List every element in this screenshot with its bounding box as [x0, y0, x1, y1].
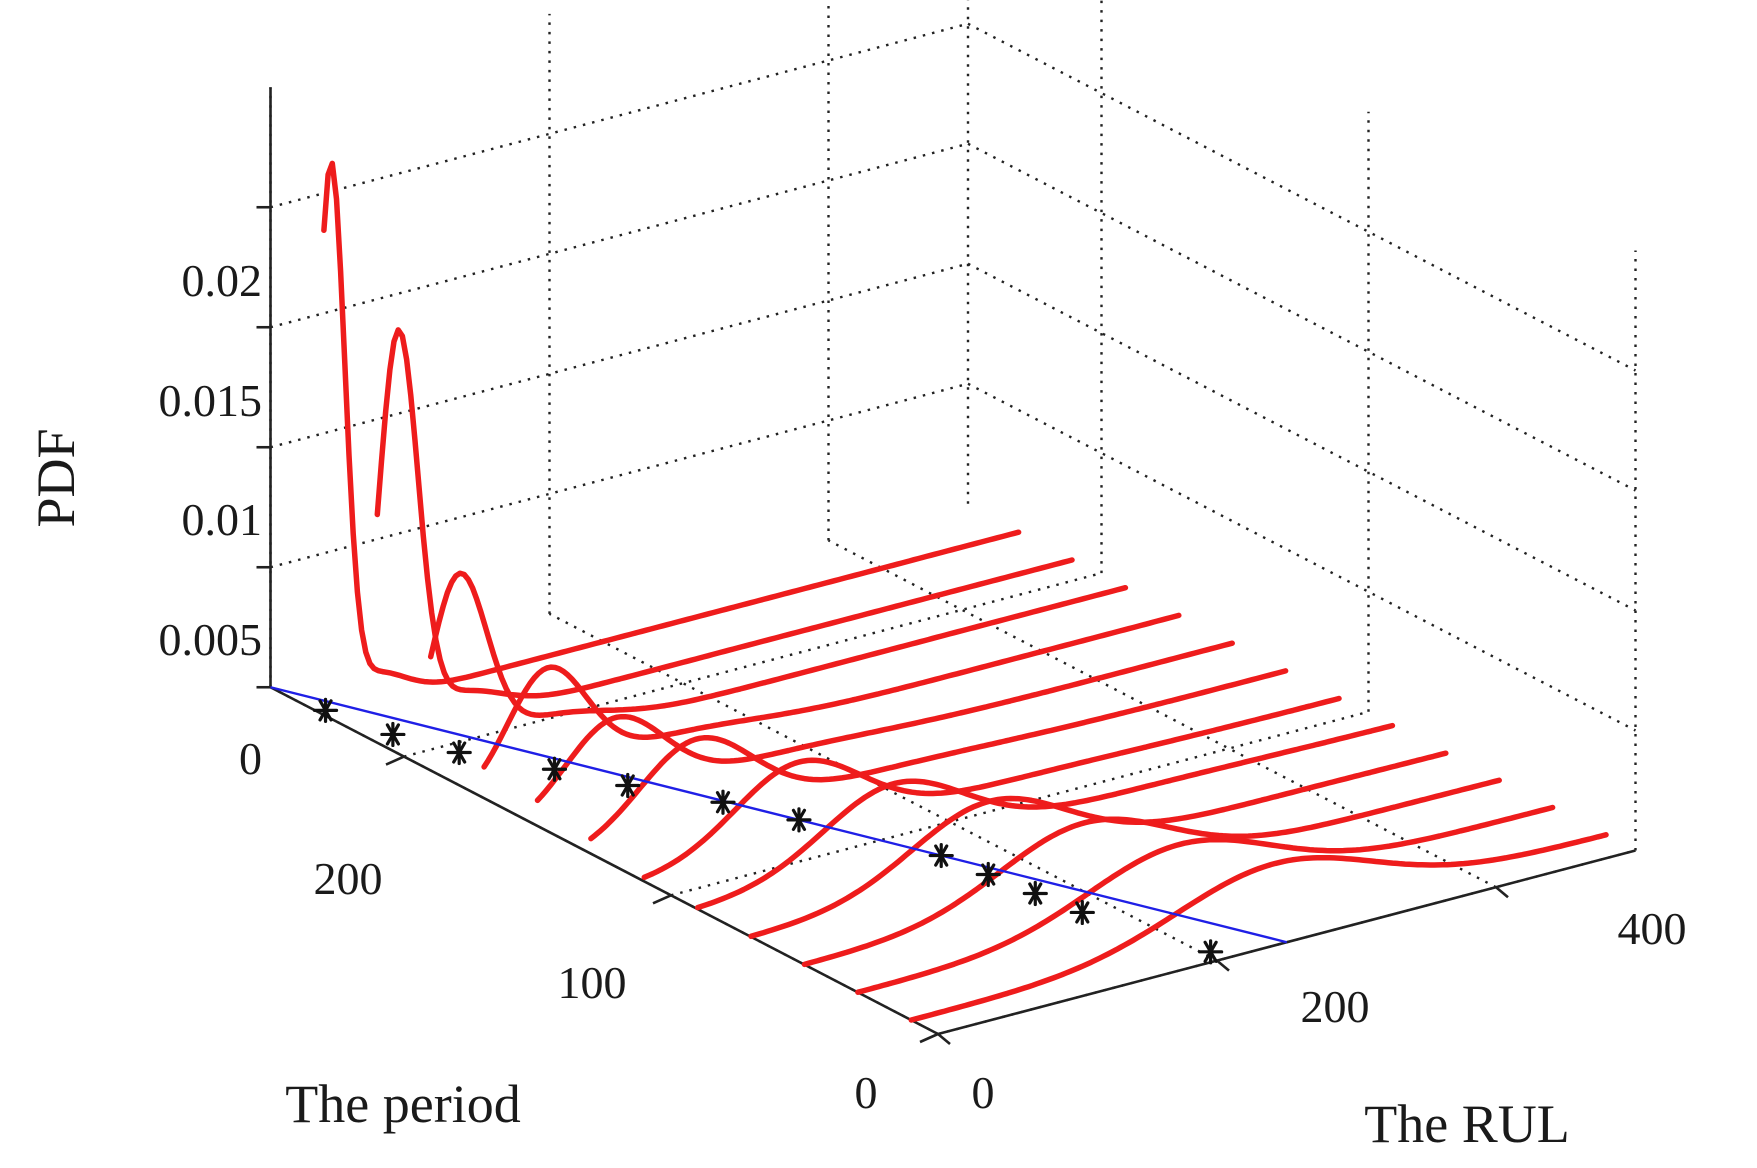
actual-rul-markers: [270, 686, 1288, 965]
pdf-curve-6: [641, 695, 1342, 881]
grid: [269, 0, 1637, 1036]
y-tick-0: [919, 1032, 939, 1044]
x-tick-2: [1495, 886, 1509, 899]
pdf-curve-1: [374, 327, 1075, 699]
pdf-curves: [321, 160, 1609, 1023]
grid-line-z-right-1: [967, 382, 1637, 732]
actual-rul-line: [270, 686, 1288, 944]
y-axis-label: The period: [285, 1074, 520, 1134]
actual-rul-marker-10: [1069, 899, 1095, 926]
pdf-curve-4: [534, 640, 1235, 804]
y-tick-1: [652, 894, 672, 905]
actual-rul-marker-3: [541, 756, 568, 782]
pdf-curve-3: [481, 612, 1182, 770]
pdf-curve-7: [694, 722, 1396, 911]
z-tick-label-1: 0.005: [159, 614, 263, 665]
grid-line-z-back-3: [270, 142, 969, 329]
pdf-curve-11: [908, 832, 1609, 1023]
tick-labels: 0 0.005 0.01 0.015 0.02 200 100 0 0 200 …: [159, 255, 1687, 1118]
grid-line-z-right-3: [967, 142, 1637, 492]
grid-line-floor-rul-1: [548, 612, 1218, 962]
grid-line-z-back-1: [270, 382, 969, 569]
z-tick-label-0: 0: [239, 733, 262, 784]
z-tick-label-4: 0.02: [182, 255, 263, 306]
z-axis-label: PDF: [26, 428, 86, 527]
y-tick-2: [385, 755, 405, 766]
x-tick-1: [1216, 959, 1230, 972]
y-tick-label-0: 0: [855, 1067, 878, 1118]
grid-line-z-right-4: [967, 22, 1637, 372]
x-tick-0: [937, 1033, 951, 1045]
pdf-curve-10: [855, 804, 1556, 995]
axis-labels: PDF The period The RUL: [26, 428, 1570, 1154]
x-tick-label-400: 400: [1618, 903, 1687, 954]
actual-rul-marker-1: [380, 721, 406, 748]
x-tick-label-0: 0: [972, 1067, 995, 1118]
y-axis-line: [269, 686, 939, 1036]
actual-rul-marker-9: [1022, 880, 1048, 907]
y-tick-label-200: 200: [314, 853, 383, 904]
grid-line-z-back-4: [270, 22, 969, 209]
actual-rul-marker-11: [1198, 939, 1224, 965]
actual-rul-marker-8: [975, 861, 1001, 888]
grid-line-z-right-2: [967, 262, 1637, 612]
x-axis-label: The RUL: [1364, 1094, 1569, 1154]
actual-rul-marker-7: [928, 842, 954, 869]
actual-rul-marker-5: [710, 789, 736, 815]
pdf-curve-0: [321, 160, 1022, 685]
actual-rul-marker-6: [786, 807, 812, 833]
y-tick-label-100: 100: [558, 957, 627, 1008]
pdf-curve-5: [588, 668, 1289, 842]
actual-rul-marker-2: [446, 739, 472, 766]
pdf-curve-9: [801, 777, 1502, 968]
z-tick-label-3: 0.015: [159, 375, 263, 426]
x-tick-label-200: 200: [1301, 981, 1370, 1032]
grid-line-floor-rul-2: [827, 539, 1497, 889]
actual-rul-marker-0: [312, 697, 339, 723]
z-tick-label-2: 0.01: [182, 494, 263, 545]
pdf-curve-2: [427, 570, 1129, 718]
actual-rul-marker-4: [615, 772, 641, 799]
axes: [256, 87, 1636, 1045]
pdf-curve-8: [748, 750, 1449, 940]
grid-line-z-back-2: [270, 262, 969, 449]
